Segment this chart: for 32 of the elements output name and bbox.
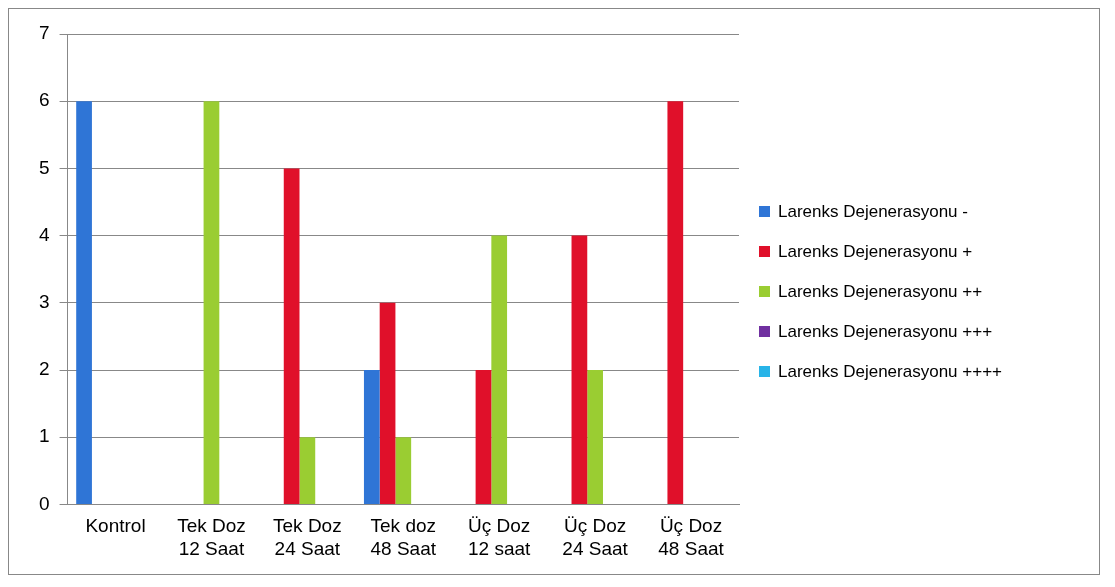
bar <box>667 101 684 504</box>
x-tick-label: Tek Doz 12 Saat <box>177 515 246 559</box>
y-tick-label: 6 <box>38 89 50 111</box>
y-tick-label: 1 <box>38 425 50 447</box>
x-tick-label: Tek Doz 24 Saat <box>273 515 342 559</box>
x-tick-label: Kontrol <box>85 515 146 537</box>
y-tick-label: 7 <box>38 22 50 44</box>
x-tick-label: Üç Doz 24 Saat <box>562 515 629 559</box>
bar <box>571 235 588 504</box>
bar <box>587 370 603 504</box>
bar <box>379 302 396 504</box>
y-tick-label: 2 <box>38 358 50 380</box>
bar <box>491 235 508 504</box>
legend-label: Larenks Dejenerasyonu +++ <box>778 321 993 342</box>
y-tick-label: 3 <box>38 291 50 313</box>
bar <box>475 370 492 504</box>
x-tick-label: Üç Doz 48 Saat <box>658 515 725 559</box>
y-tick-label: 0 <box>38 492 50 514</box>
bar <box>395 437 412 504</box>
legend-label: Larenks Dejenerasyonu - <box>778 201 968 222</box>
bar <box>363 370 380 504</box>
x-tick-label: Üç Doz 12 saat <box>468 515 532 559</box>
y-tick-label: 5 <box>38 156 50 178</box>
x-tick-label: Tek doz 48 Saat <box>370 515 437 559</box>
bar <box>299 437 316 504</box>
bar <box>203 101 220 504</box>
bar <box>76 101 92 504</box>
bar <box>283 168 300 504</box>
legend-label: Larenks Dejenerasyonu ++ <box>778 281 983 302</box>
y-tick-label: 4 <box>38 223 50 245</box>
legend-label: Larenks Dejenerasyonu ++++ <box>778 361 1002 382</box>
legend-label: Larenks Dejenerasyonu + <box>778 241 973 262</box>
